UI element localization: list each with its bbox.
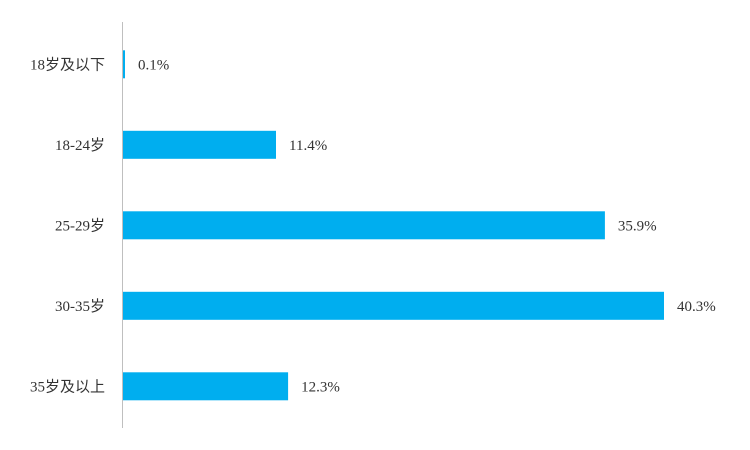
bar-4 — [123, 372, 289, 401]
value-label-2: 35.9% — [618, 218, 657, 234]
category-label-4: 35岁及以上 — [30, 378, 105, 395]
value-label-3: 40.3% — [677, 299, 716, 315]
bar-2 — [123, 211, 605, 240]
category-label-3: 30-35岁 — [55, 298, 105, 315]
category-label-0: 18岁及以下 — [30, 56, 105, 73]
category-label-1: 18-24岁 — [55, 137, 105, 154]
bar-3 — [123, 291, 664, 320]
bars-group — [123, 50, 664, 401]
labels-group: 18岁及以下 0.1% 18-24岁 11.4% 25-29岁 35.9% 30-35岁 40… — [30, 56, 716, 395]
value-label-1: 11.4% — [289, 138, 327, 154]
category-label-2: 25-29岁 — [55, 217, 105, 234]
bar-0 — [123, 50, 125, 79]
value-label-0: 0.1% — [138, 57, 169, 73]
value-label-4: 12.3% — [301, 379, 340, 395]
bar-1 — [123, 130, 276, 159]
